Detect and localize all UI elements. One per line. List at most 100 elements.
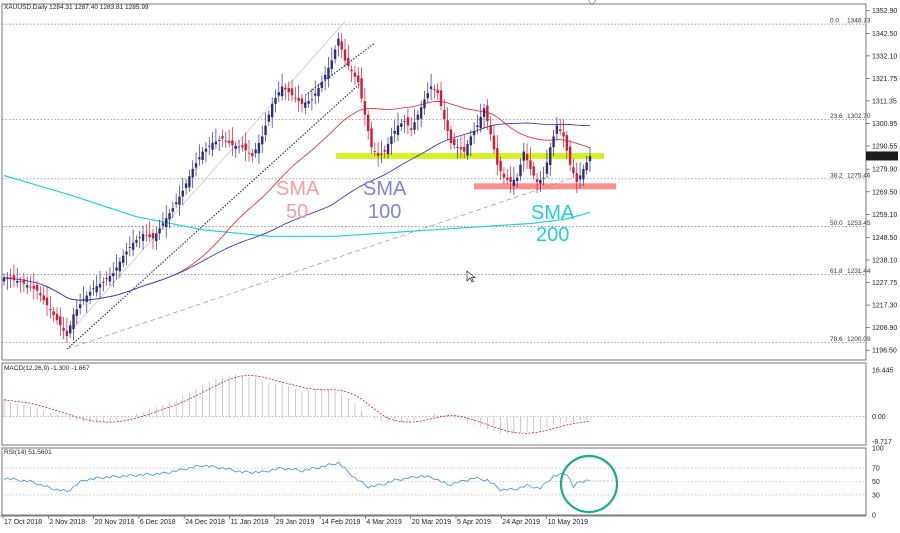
candle-body xyxy=(393,130,396,134)
candle-body xyxy=(515,177,519,182)
price-panel-border xyxy=(1,3,867,361)
candle-body xyxy=(383,149,386,152)
sma100-label: SMA xyxy=(363,178,407,200)
macd-panel-border xyxy=(1,362,867,446)
candle-body xyxy=(472,130,476,136)
candle-body xyxy=(545,162,549,174)
macd-tick-label: 0.00 xyxy=(872,414,886,421)
macd-tick-label: -8.717 xyxy=(872,439,892,446)
candle-body xyxy=(426,93,429,99)
candle-body xyxy=(95,286,98,293)
rsi-highlight-circle xyxy=(559,454,619,514)
candle-body xyxy=(52,311,55,316)
candle-body xyxy=(565,135,569,151)
time-tick-label: 24 Dec 2018 xyxy=(185,519,225,526)
price-tick-label: 1196.50 xyxy=(872,348,897,355)
candle-body xyxy=(416,114,420,120)
rsi-tick-label: 70 xyxy=(872,466,880,473)
candle-body xyxy=(499,160,502,172)
fib-level-value: 1200.09 xyxy=(847,336,871,343)
candle-body xyxy=(62,327,65,331)
candle-body xyxy=(174,202,178,205)
zones xyxy=(336,152,616,190)
sma200-period: 200 xyxy=(536,224,569,246)
fib-level-value: 1253.45 xyxy=(847,220,871,227)
candle-body xyxy=(9,277,12,280)
candle-body xyxy=(105,277,108,279)
candle-body xyxy=(49,309,52,311)
rsi-tick-label: 0 xyxy=(872,513,876,520)
price-tick-label: 1206.90 xyxy=(872,325,897,332)
candle-body xyxy=(55,313,59,321)
candle-body xyxy=(400,123,403,127)
candle-body xyxy=(413,122,416,130)
candle-body xyxy=(158,228,161,234)
candle-body xyxy=(244,143,247,151)
candle-body xyxy=(280,86,284,97)
candle-body xyxy=(138,236,141,238)
candle-body xyxy=(254,149,257,154)
macd-signal-line xyxy=(3,375,591,434)
candle-body xyxy=(92,288,95,290)
price-tick-label: 1227.75 xyxy=(872,280,897,287)
candle-body xyxy=(522,151,525,161)
candle-body xyxy=(208,145,211,147)
candle-body xyxy=(194,163,198,168)
labels: XAUUSD,Daily 1284.31 1287.40 1283.81 128… xyxy=(4,4,575,456)
rsi-panel: 100 70 50 30 0 xyxy=(2,446,884,520)
candle-body xyxy=(16,280,19,283)
candle-body xyxy=(125,251,128,255)
candle-body xyxy=(141,234,145,241)
trend-line-lower xyxy=(66,81,362,350)
candle-body xyxy=(35,284,39,291)
candle-body xyxy=(559,129,562,131)
candle-body xyxy=(330,60,333,69)
time-tick-label: 14 Feb 2019 xyxy=(321,519,360,526)
candle-body xyxy=(39,293,42,296)
candle-body xyxy=(224,140,228,142)
candle-body xyxy=(118,261,122,272)
sma50-line xyxy=(43,100,591,301)
candle-body xyxy=(264,125,267,136)
candle-body xyxy=(22,279,26,284)
candle-body xyxy=(476,125,479,128)
candle-body xyxy=(380,153,383,155)
candle-body xyxy=(19,280,22,282)
candle-body xyxy=(347,57,350,66)
candle-body xyxy=(241,145,244,148)
candle-body xyxy=(376,152,380,156)
candle-body xyxy=(357,75,360,83)
time-tick-label: 10 May 2019 xyxy=(548,519,589,526)
candle-body xyxy=(542,177,545,179)
candle-body xyxy=(168,213,171,220)
candle-body xyxy=(350,69,353,72)
time-tick-label: 29 Jan 2019 xyxy=(276,519,315,526)
candle-body xyxy=(151,233,155,239)
candle-body xyxy=(562,132,565,137)
current-price-label: 1285.99 xyxy=(869,153,894,160)
sma200-line xyxy=(3,174,591,237)
candle-body xyxy=(98,284,102,288)
candle-body xyxy=(165,218,168,228)
candle-body xyxy=(198,157,201,160)
candle-body xyxy=(12,275,16,281)
candle-body xyxy=(462,146,466,152)
candle-body xyxy=(69,325,72,334)
candle-body xyxy=(88,291,92,296)
candle-body xyxy=(390,136,393,145)
candle-body xyxy=(135,239,138,243)
candle-body xyxy=(343,49,347,61)
candle-body xyxy=(121,255,125,263)
time-tick-label: 6 Dec 2018 xyxy=(140,519,176,526)
candle-body xyxy=(323,74,327,80)
candle-body xyxy=(317,87,320,97)
candle-body xyxy=(575,173,578,182)
candle-body xyxy=(112,273,115,277)
sma200-label: SMA xyxy=(531,202,575,224)
candle-body xyxy=(25,285,29,288)
candle-body xyxy=(294,97,297,99)
fib-level-ratio: 0.0 xyxy=(830,18,839,25)
candle-body xyxy=(214,141,218,145)
